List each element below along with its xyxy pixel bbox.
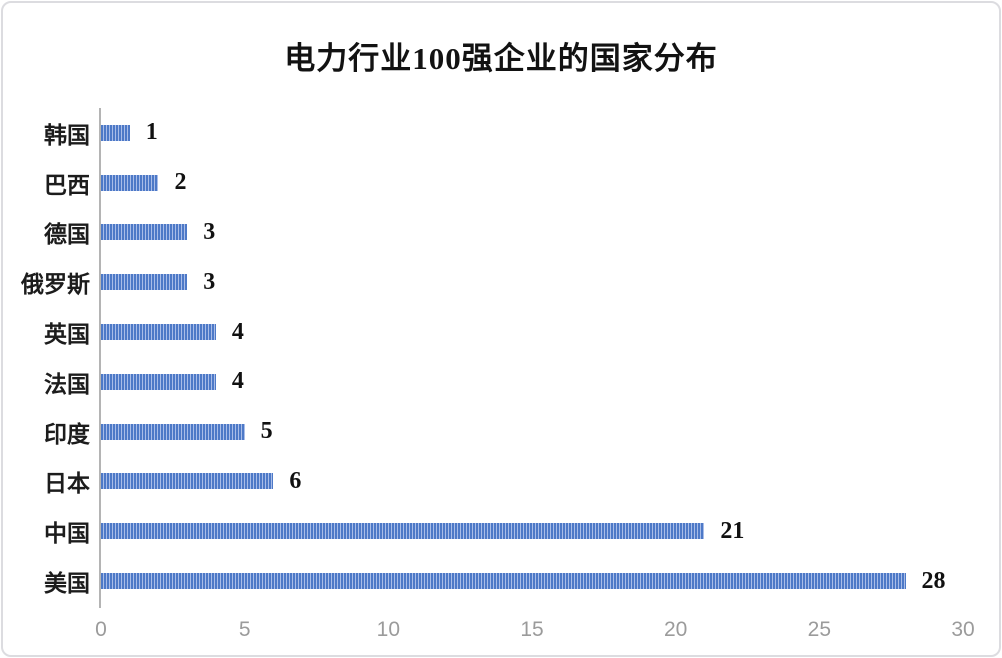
value-label: 6: [289, 467, 302, 494]
bar: [101, 473, 274, 490]
category-label: 巴西: [44, 172, 90, 198]
category-label: 英国: [44, 322, 90, 348]
value-label: 28: [921, 567, 946, 594]
category-label: 印度: [44, 421, 90, 447]
bar-row: 巴西 2: [44, 158, 963, 208]
x-axis: 0 5 10 15 20 25 30: [95, 618, 975, 648]
bar: [101, 324, 216, 341]
x-tick-label: 15: [520, 618, 544, 641]
bar: [101, 423, 245, 440]
value-label: 1: [145, 119, 158, 146]
category-label: 美国: [44, 571, 90, 597]
bar-row: 德国 3: [44, 208, 963, 258]
category-label: 俄罗斯: [21, 272, 90, 298]
bar: [101, 174, 159, 191]
value-label: 3: [203, 218, 216, 245]
x-tick-label: 10: [376, 618, 401, 641]
bar-row: 俄罗斯 3: [21, 257, 963, 307]
bar-row: 中国 21: [44, 506, 963, 556]
category-label: 韩国: [44, 122, 90, 148]
bar: [101, 274, 188, 291]
bar: [101, 523, 705, 540]
value-label: 5: [260, 418, 273, 445]
value-label: 4: [231, 318, 244, 345]
value-label: 21: [720, 517, 745, 544]
bar: [101, 124, 130, 141]
x-tick-label: 5: [238, 618, 251, 641]
bar-row: 法国 4: [44, 357, 963, 407]
category-label: 中国: [44, 521, 90, 547]
bar-row: 英国 4: [44, 307, 963, 357]
value-label: 3: [203, 268, 216, 295]
value-label: 2: [174, 169, 187, 196]
x-tick-label: 30: [951, 618, 975, 641]
bar-row: 美国 28: [44, 556, 963, 606]
y-axis-line: [99, 108, 101, 608]
bar-rows: 韩国 1 巴西 2 德国 3 俄罗斯 3 英国 4 法国 4 印度 5 日本 6 中国 21 美国 28: [21, 108, 963, 606]
plot-area: 韩国 1 巴西 2 德国 3 俄罗斯 3 英国 4 法国 4 印度 5 日本 6 中国 21 美国 28: [3, 108, 999, 608]
category-label: 德国: [44, 222, 90, 248]
bar: [101, 224, 188, 241]
value-label: 4: [231, 368, 244, 395]
category-label: 法国: [44, 371, 90, 397]
bar-row: 印度 5: [44, 407, 963, 457]
bar-row: 韩国 1: [44, 108, 963, 158]
bar: [101, 573, 906, 590]
category-label: 日本: [44, 471, 90, 497]
bar-row: 日本 6: [44, 457, 963, 507]
x-tick-label: 25: [807, 618, 832, 641]
x-tick-label: 0: [95, 618, 107, 641]
chart-title: 电力行业100强企业的国家分布: [284, 41, 718, 76]
bar: [101, 373, 216, 390]
x-tick-label: 20: [663, 618, 688, 641]
